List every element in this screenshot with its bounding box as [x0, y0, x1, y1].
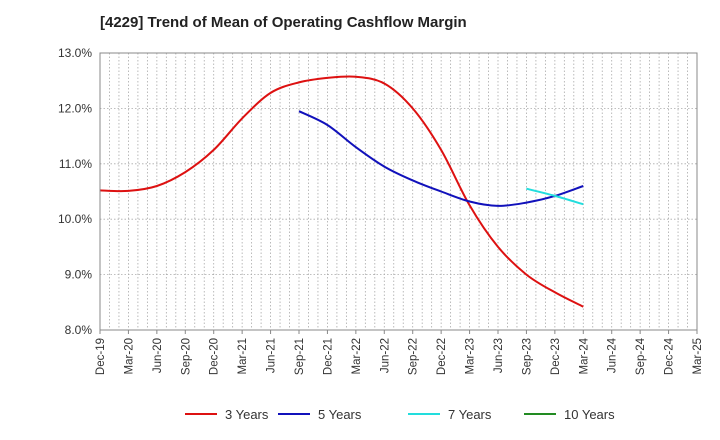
chart-title: [4229] Trend of Mean of Operating Cashfl…	[100, 14, 467, 31]
x-tick-label: Jun-20	[152, 338, 164, 373]
y-axis: 8.0% 9.0% 10.0% 11.0% 12.0% 13.0%	[58, 46, 92, 337]
x-tick-label: Mar-23	[465, 338, 477, 374]
x-axis: Dec-19 Mar-20 Jun-20 Sep-20 Dec-20 Mar-21 Jun-…	[95, 330, 704, 375]
legend-label-10-years: 10 Years	[564, 407, 615, 422]
x-tick-label: Dec-21	[322, 338, 334, 375]
plot-frame	[99, 52, 698, 331]
y-tick-label: 10.0%	[58, 212, 92, 226]
x-tick-label: Jun-21	[266, 338, 278, 373]
series-lines	[99, 75, 584, 308]
x-tick-label: Jun-22	[379, 338, 391, 373]
x-tick-label: Mar-20	[123, 338, 135, 374]
x-tick-label: Sep-22	[408, 338, 420, 375]
series-line-3-years	[99, 75, 584, 308]
x-tick-label: Jun-24	[607, 337, 619, 373]
x-tick-label: Dec-23	[550, 338, 562, 375]
y-tick-label: 12.0%	[58, 101, 92, 115]
legend: 3 Years 5 Years 7 Years 10 Years	[185, 407, 615, 422]
x-tick-label: Dec-22	[436, 338, 448, 375]
x-tick-label: Jun-23	[493, 338, 505, 373]
x-tick-label: Sep-20	[180, 338, 192, 375]
y-tick-label: 8.0%	[65, 323, 93, 337]
x-tick-label: Mar-25	[692, 338, 704, 374]
grid	[100, 52, 697, 331]
x-tick-label: Dec-24	[664, 337, 676, 375]
x-tick-label: Sep-21	[294, 338, 306, 375]
x-tick-label: Dec-19	[95, 338, 107, 375]
y-tick-label: 13.0%	[58, 46, 92, 60]
x-tick-label: Mar-21	[237, 338, 249, 374]
x-tick-label: Dec-20	[209, 338, 221, 375]
plot-background	[100, 53, 697, 330]
x-tick-label: Sep-24	[635, 337, 647, 375]
legend-label-7-years: 7 Years	[448, 407, 492, 422]
x-tick-label: Mar-24	[578, 337, 590, 374]
legend-label-5-years: 5 Years	[318, 407, 362, 422]
y-tick-label: 11.0%	[59, 157, 92, 171]
series-line-7-years	[526, 187, 584, 206]
x-tick-label: Sep-23	[521, 338, 533, 375]
legend-label-3-years: 3 Years	[225, 407, 269, 422]
series-line-5-years	[298, 110, 584, 207]
x-tick-label: Mar-22	[351, 338, 363, 374]
y-tick-label: 9.0%	[65, 268, 93, 282]
